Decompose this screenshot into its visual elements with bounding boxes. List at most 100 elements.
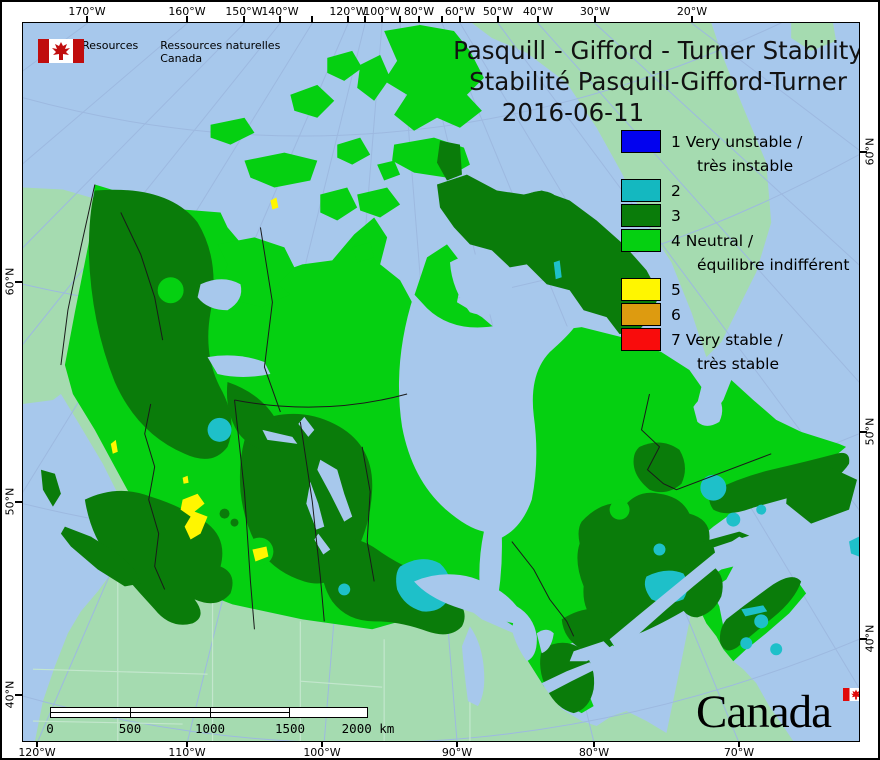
longitude-label: 20°W — [676, 5, 708, 18]
scale-divider — [289, 708, 290, 717]
legend-swatch-3 — [621, 204, 661, 227]
lake-erie — [541, 662, 596, 694]
vancouver-island — [60, 526, 141, 587]
longitude-label: 120°W — [329, 5, 367, 18]
legend-item: 1 Very unstable / — [621, 130, 859, 154]
longitude-tick — [321, 741, 323, 747]
longitude-label: 60°W — [444, 5, 476, 18]
greenland-land — [471, 23, 772, 358]
longitude-label: 160°W — [168, 5, 206, 18]
legend-label: 5 — [671, 281, 681, 299]
longitude-tick — [381, 16, 383, 22]
title-line-fr: Stabilité Pasquill-Gifford-Turner — [469, 67, 847, 96]
nrcan-signature: Natural Resources Canada Ressources natu… — [38, 39, 280, 65]
longitude-tick — [738, 741, 740, 747]
ungava-bay — [693, 393, 723, 426]
foxe-basin — [449, 254, 513, 315]
legend-item: 2 — [621, 179, 859, 203]
lake-huron — [511, 606, 537, 662]
province-borders — [60, 184, 772, 637]
newfoundland — [786, 466, 858, 524]
legend-swatch-7 — [621, 328, 661, 351]
legend-swatch-5 — [621, 278, 661, 301]
legend-label-line2: très stable — [697, 355, 779, 373]
legend-label: 4 Neutral / — [671, 232, 754, 250]
scale-tick-label: 2000 km — [323, 721, 413, 736]
usa-land — [34, 564, 794, 741]
legend-item: 5 — [621, 278, 859, 302]
longitude-tick — [497, 16, 499, 22]
longitude-tick — [243, 16, 245, 22]
legend-swatch-6 — [621, 303, 661, 326]
lake-superior — [414, 574, 520, 624]
longitude-tick — [347, 16, 349, 22]
map-title: Pasquill - Gifford - Turner Stability St… — [435, 35, 860, 97]
great-slave-lake — [207, 355, 271, 378]
legend: 1 Very unstable / très instable 2 3 4 Ne… — [621, 130, 859, 377]
longitude-label: 140°W — [261, 5, 299, 18]
longitude-tick — [186, 741, 188, 747]
longitude-tick — [311, 16, 313, 22]
great-bear-lake — [197, 279, 242, 311]
greenland-fragment — [791, 23, 837, 51]
longitude-label: 50°W — [482, 5, 514, 18]
latitude-tick — [860, 151, 867, 153]
scale-tick-label: 0 — [46, 721, 54, 736]
legend-label: 6 — [671, 306, 681, 324]
latitude-tick — [860, 638, 867, 640]
lake-ontario — [569, 641, 612, 662]
longitude-tick — [459, 16, 461, 22]
longitude-label: 70°W — [723, 746, 755, 759]
longitude-tick — [593, 741, 595, 747]
longitude-tick — [364, 16, 366, 22]
lake-winnipeg — [317, 459, 353, 522]
nrcan-name-fr: Ressources naturelles Canada — [160, 39, 280, 65]
legend-label: 3 — [671, 207, 681, 225]
longitude-tick — [186, 16, 188, 22]
latitude-tick — [15, 694, 22, 696]
longitude-tick — [594, 16, 596, 22]
alaska-panhandle — [52, 365, 135, 504]
longitude-label: 80°W — [578, 746, 610, 759]
scale-bar — [50, 707, 368, 718]
lake-athabasca — [262, 429, 298, 444]
longitude-label: 170°W — [68, 5, 106, 18]
nrcan-fr-line1: Ressources naturelles — [160, 39, 281, 52]
longitude-tick — [537, 16, 539, 22]
longitude-label: 100°W — [363, 5, 401, 18]
legend-label: 7 Very stable / — [671, 331, 783, 349]
longitude-label: 120°W — [18, 746, 56, 759]
georgian-bay — [536, 629, 554, 654]
longitude-tick — [399, 16, 401, 22]
scale-unit: km — [379, 721, 395, 736]
longitude-label: 100°W — [303, 746, 341, 759]
legend-item: 6 — [621, 303, 859, 327]
legend-label-line2: équilibre indifférent — [697, 256, 850, 274]
lake-michigan — [461, 626, 485, 707]
title-line-en: Pasquill - Gifford - Turner Stability — [453, 36, 860, 65]
scale-tick-label: 1500 — [274, 721, 306, 736]
lake-manitoba — [314, 533, 331, 555]
foreign-land — [23, 23, 837, 741]
longitude-tick — [36, 741, 38, 747]
haida-gwaii — [40, 469, 61, 507]
map-canvas — [23, 23, 859, 741]
map-frame: Natural Resources Canada Ressources natu… — [22, 22, 860, 742]
nrcan-fr-line2: Canada — [160, 52, 203, 65]
water-bodies — [197, 254, 750, 707]
scale-tick-label: 500 — [118, 721, 142, 736]
legend-swatch-2 — [621, 179, 661, 202]
longitude-tick — [691, 16, 693, 22]
canada-wordmark: Canada — [696, 685, 859, 739]
wordmark-text: Canada — [696, 686, 832, 738]
stability-class5-regions — [110, 197, 279, 562]
longitude-label: 40°W — [522, 5, 554, 18]
scale-max-value: 2000 — [341, 721, 372, 736]
canada-flag-icon — [38, 39, 84, 63]
legend-swatch-1 — [621, 130, 661, 153]
hudson-bay — [398, 294, 574, 616]
legend-label: 2 — [671, 182, 681, 200]
reindeer-lake — [298, 416, 315, 437]
legend-item: 7 Very stable / — [621, 328, 859, 352]
